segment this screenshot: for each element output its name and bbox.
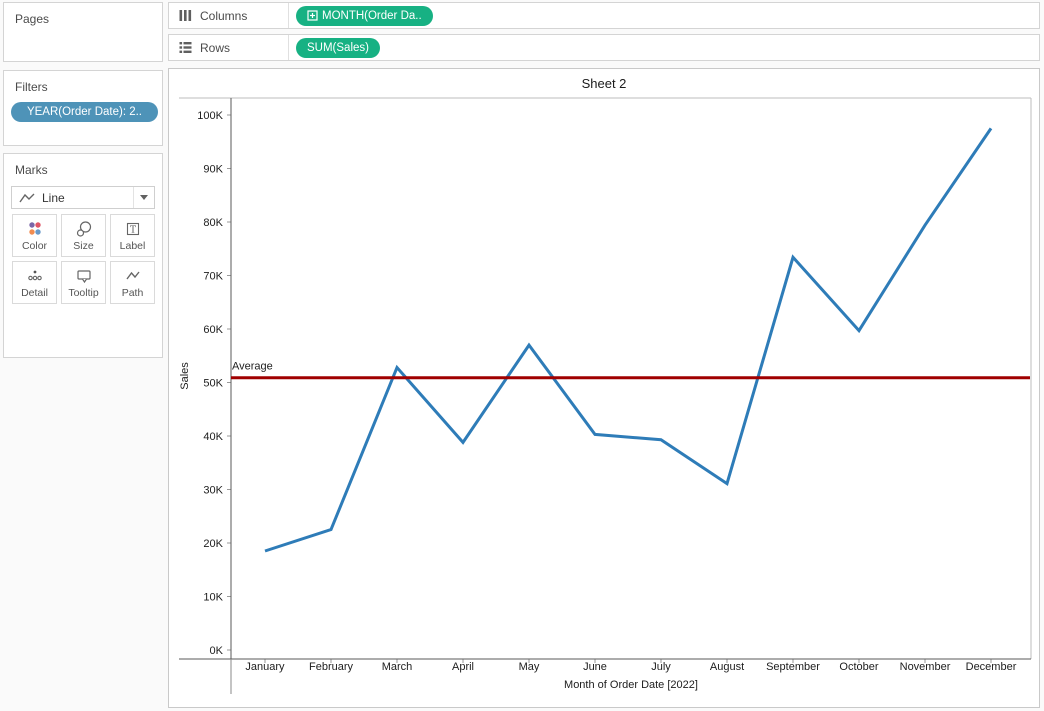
label-button[interactable]: T Label xyxy=(110,214,155,257)
size-icon xyxy=(76,220,91,237)
svg-text:May: May xyxy=(519,661,540,673)
path-icon xyxy=(125,271,140,279)
columns-pill-month-order-date[interactable]: MONTH(Order Da.. xyxy=(296,5,433,26)
columns-icon xyxy=(179,10,192,21)
svg-text:0K: 0K xyxy=(210,645,224,657)
svg-text:June: June xyxy=(583,661,607,673)
path-button-label: Path xyxy=(121,286,144,299)
color-icon xyxy=(28,221,41,235)
rows-shelf[interactable]: Rows SUM(Sales) xyxy=(168,34,1040,61)
sheet-panel: Sheet 2 0K 10K 20K 30K 40K 50K 60K 70K 80K 90K 100… xyxy=(168,68,1040,708)
y-axis: 0K 10K 20K 30K 40K 50K 60K 70K 80K 90K 100K Sales xyxy=(179,110,231,657)
filters-card[interactable]: Filters YEAR(Order Date): 2.. xyxy=(3,70,163,146)
mark-type-label: Line xyxy=(42,190,65,205)
axis-lines xyxy=(179,98,1031,694)
detail-button-label: Detail xyxy=(21,286,48,299)
marks-card: Marks Line Color Size xyxy=(3,153,163,358)
svg-text:February: February xyxy=(309,661,354,673)
sales-line-mark[interactable] xyxy=(264,127,993,553)
x-axis-title: Month of Order Date [2022] xyxy=(564,679,698,691)
columns-shelf[interactable]: Columns MONTH(Order Da.. xyxy=(168,2,1040,29)
mark-type-dropdown[interactable]: Line xyxy=(11,186,155,209)
svg-text:July: July xyxy=(651,661,671,673)
pages-card-title: Pages xyxy=(15,12,50,26)
rows-pill-label: SUM(Sales) xyxy=(307,41,369,54)
color-button-label: Color xyxy=(21,239,48,252)
svg-text:100K: 100K xyxy=(197,110,223,122)
chevron-down-icon xyxy=(140,195,148,200)
average-reference-line[interactable]: Average xyxy=(231,361,1030,380)
rows-shelf-label: Rows xyxy=(200,40,231,55)
pane-border xyxy=(179,97,1032,659)
label-icon: T xyxy=(126,222,139,235)
marks-buttons-grid: Color Size T Label Detail xyxy=(12,214,158,304)
path-button[interactable]: Path xyxy=(110,261,155,304)
filters-card-title: Filters xyxy=(15,80,48,94)
rows-shelf-pills: SUM(Sales) xyxy=(289,37,380,58)
svg-text:30K: 30K xyxy=(203,485,223,497)
dropdown-caret-button[interactable] xyxy=(133,187,154,208)
columns-pill-label: MONTH(Order Da.. xyxy=(322,9,422,22)
rows-icon xyxy=(179,42,192,53)
svg-text:80K: 80K xyxy=(203,217,223,229)
tooltip-icon xyxy=(76,269,91,283)
label-button-label: Label xyxy=(119,239,146,252)
x-axis: January February March April May June July Augu… xyxy=(245,659,1017,691)
svg-text:October: October xyxy=(839,661,878,673)
svg-text:April: April xyxy=(452,661,474,673)
svg-text:December: December xyxy=(966,661,1017,673)
columns-shelf-label: Columns xyxy=(200,8,248,23)
tooltip-button[interactable]: Tooltip xyxy=(61,261,106,304)
size-button[interactable]: Size xyxy=(61,214,106,257)
columns-shelf-header: Columns xyxy=(169,3,289,28)
svg-text:60K: 60K xyxy=(203,324,223,336)
svg-text:40K: 40K xyxy=(203,431,223,443)
svg-text:T: T xyxy=(129,225,135,235)
svg-text:November: November xyxy=(900,661,951,673)
rows-pill-sum-sales[interactable]: SUM(Sales) xyxy=(296,37,380,58)
columns-shelf-pills: MONTH(Order Da.. xyxy=(289,5,433,26)
pages-card[interactable]: Pages xyxy=(3,2,163,62)
sheet-title: Sheet 2 xyxy=(581,76,627,91)
average-line-label: Average xyxy=(232,361,273,373)
detail-icon xyxy=(27,270,42,280)
tooltip-button-label: Tooltip xyxy=(68,286,99,299)
expand-plus-icon xyxy=(307,10,318,21)
svg-text:10K: 10K xyxy=(203,592,223,604)
svg-text:20K: 20K xyxy=(203,538,223,550)
svg-text:September: September xyxy=(766,661,820,673)
marks-card-title: Marks xyxy=(15,163,48,177)
svg-text:March: March xyxy=(382,661,413,673)
rows-shelf-header: Rows xyxy=(169,35,289,60)
detail-button[interactable]: Detail xyxy=(12,261,57,304)
color-button[interactable]: Color xyxy=(12,214,57,257)
size-button-label: Size xyxy=(73,239,94,252)
svg-text:January: January xyxy=(245,661,285,673)
y-axis-title: Sales xyxy=(179,362,191,390)
line-mark-icon xyxy=(19,193,35,202)
filter-pill-year-order-date[interactable]: YEAR(Order Date): 2.. xyxy=(11,102,158,122)
svg-text:90K: 90K xyxy=(203,164,223,176)
svg-text:70K: 70K xyxy=(203,271,223,283)
line-chart-canvas[interactable]: 0K 10K 20K 30K 40K 50K 60K 70K 80K 90K 100K Sales Ja… xyxy=(169,69,1039,707)
svg-text:50K: 50K xyxy=(203,378,223,390)
svg-text:August: August xyxy=(710,661,744,673)
